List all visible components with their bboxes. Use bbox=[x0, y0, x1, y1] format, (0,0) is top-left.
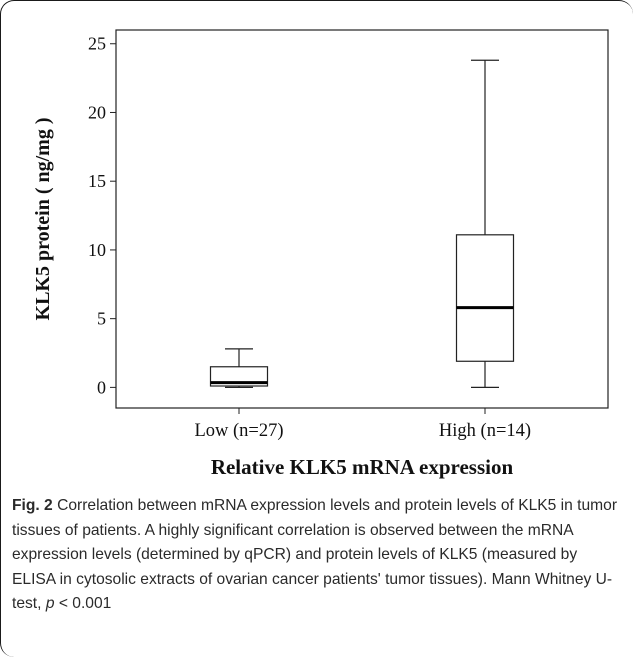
p-symbol: p bbox=[45, 595, 55, 612]
iqr-box bbox=[455, 234, 515, 362]
x-axis-label: Relative KLK5 mRNA expression bbox=[211, 455, 514, 479]
figure-caption: Fig. 2 Correlation between mRNA expressi… bbox=[12, 494, 624, 617]
boxes bbox=[209, 59, 515, 388]
caption-text: Correlation between mRNA expression leve… bbox=[12, 497, 618, 612]
x-tick-label: High (n=14) bbox=[439, 421, 531, 441]
y-tick-label: 15 bbox=[88, 171, 106, 191]
y-tick-label: 25 bbox=[88, 34, 106, 54]
x-axis: Low (n=27) High (n=14) bbox=[194, 408, 531, 441]
y-tick-label: 5 bbox=[97, 309, 106, 329]
box-plot-chart: 0 5 10 15 20 25 Low (n=27) High (n=14) KLK5 pr… bbox=[32, 29, 609, 479]
figure-label: Fig. 2 bbox=[12, 497, 53, 514]
y-tick-label: 10 bbox=[88, 240, 106, 260]
y-axis: 0 5 10 15 20 25 bbox=[88, 34, 116, 397]
x-tick-label: Low (n=27) bbox=[194, 421, 283, 441]
plot-area bbox=[115, 29, 609, 409]
y-tick-label: 20 bbox=[88, 102, 106, 122]
p-value: < 0.001 bbox=[58, 595, 112, 612]
y-tick-label: 0 bbox=[97, 377, 106, 397]
y-axis-label: KLK5 protein ( ng/mg ) bbox=[32, 118, 54, 321]
